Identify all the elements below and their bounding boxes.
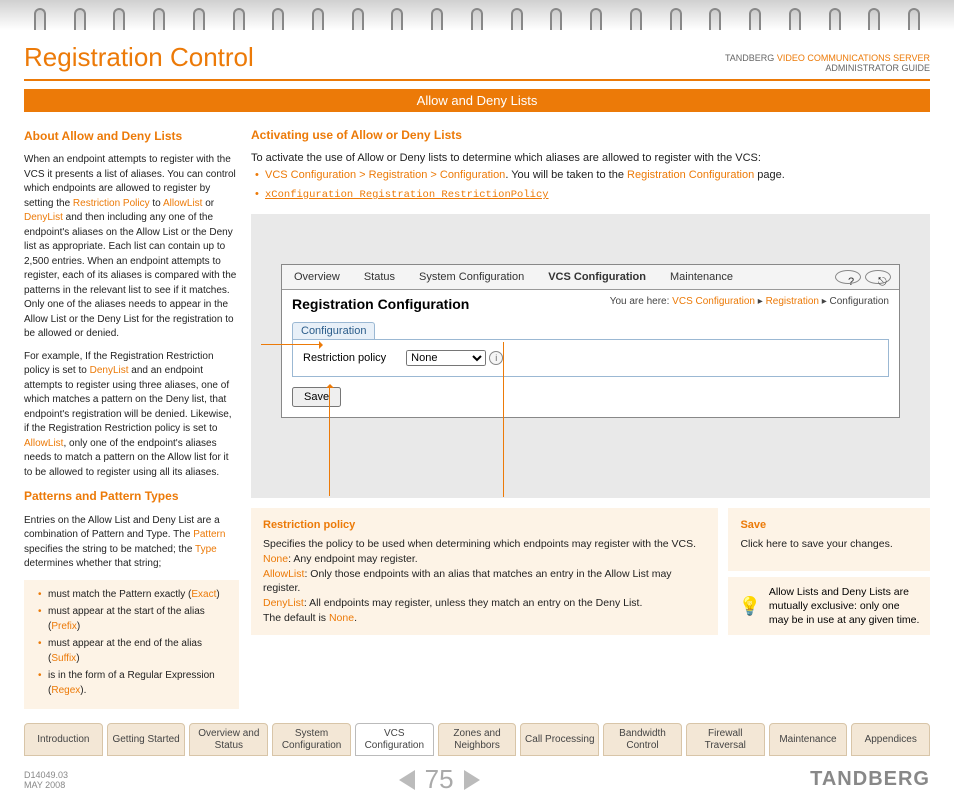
tip-box: 💡 Allow Lists and Deny Lists are mutuall… (728, 577, 930, 636)
brand-block: TANDBERG VIDEO COMMUNICATIONS SERVER ADM… (725, 53, 930, 73)
tab-overview[interactable]: Overview (282, 266, 352, 288)
config-form: Restriction policy None i (292, 339, 889, 377)
callout-save: Save Click here to save your changes. (728, 508, 930, 571)
embedded-screenshot: Overview Status System Configuration VCS… (251, 214, 930, 498)
callout-line (503, 342, 504, 497)
activating-intro: To activate the use of Allow or Deny lis… (251, 150, 930, 167)
about-heading: About Allow and Deny Lists (24, 128, 239, 145)
left-column: About Allow and Deny Lists When an endpo… (24, 122, 239, 709)
header: Registration Control TANDBERG VIDEO COMM… (24, 42, 930, 81)
tab-status[interactable]: Status (352, 266, 407, 288)
page: Registration Control TANDBERG VIDEO COMM… (0, 0, 954, 811)
xconfiguration-link[interactable]: xConfiguration Registration RestrictionP… (265, 189, 549, 201)
activating-heading: Activating use of Allow or Deny Lists (251, 128, 930, 142)
nav-system-config[interactable]: System Configuration (272, 723, 351, 756)
callout-arrow (261, 344, 321, 345)
field-info-icon[interactable]: i (489, 351, 503, 365)
logout-icon[interactable]: ⎋ (865, 270, 891, 284)
about-p2: For example, If the Registration Restric… (24, 350, 239, 481)
app-window: Overview Status System Configuration VCS… (281, 264, 900, 418)
next-page-icon[interactable] (464, 770, 480, 790)
page-title: Registration Control (24, 42, 254, 73)
pager: 75 (399, 764, 480, 795)
about-p1: When an endpoint attempts to register wi… (24, 153, 239, 342)
restriction-policy-select[interactable]: None (406, 350, 486, 366)
restriction-policy-label: Restriction policy (303, 352, 386, 364)
nav-maintenance[interactable]: Maintenance (769, 723, 848, 756)
nav-zones-neighbors[interactable]: Zones and Neighbors (438, 723, 517, 756)
nav-overview-status[interactable]: Overview and Status (189, 723, 268, 756)
help-icons: ? ⎋ (823, 265, 899, 289)
tab-system-config[interactable]: System Configuration (407, 266, 536, 288)
tandberg-logo: TANDBERG (810, 768, 930, 791)
prev-page-icon[interactable] (399, 770, 415, 790)
callout-arrow-save (329, 386, 330, 496)
nav-appendices[interactable]: Appendices (851, 723, 930, 756)
pattern-list: must match the Pattern exactly (Exact) m… (34, 588, 229, 699)
tab-vcs-config[interactable]: VCS Configuration (536, 266, 658, 288)
activating-steps: VCS Configuration > Registration > Confi… (251, 167, 930, 204)
callout-restriction-policy: Restriction policy Specifies the policy … (251, 508, 718, 636)
bottom-nav: Introduction Getting Started Overview an… (0, 709, 954, 760)
tab-maintenance[interactable]: Maintenance (658, 266, 745, 288)
app-page-title: Registration Configuration (292, 296, 469, 312)
footer: D14049.03 MAY 2008 75 TANDBERG (0, 760, 954, 811)
config-subtab[interactable]: Configuration (292, 322, 375, 339)
help-icon[interactable]: ? (835, 270, 861, 284)
patterns-p: Entries on the Allow List and Deny List … (24, 514, 239, 572)
nav-call-processing[interactable]: Call Processing (520, 723, 599, 756)
nav-getting-started[interactable]: Getting Started (107, 723, 186, 756)
nav-vcs-config[interactable]: VCS Configuration (355, 723, 434, 756)
lightbulb-icon: 💡 (738, 594, 760, 618)
spiral-binding (0, 0, 954, 30)
app-tabs: Overview Status System Configuration VCS… (282, 265, 899, 290)
nav-bandwidth[interactable]: Bandwidth Control (603, 723, 682, 756)
page-number: 75 (425, 764, 454, 795)
save-button[interactable]: Save (292, 387, 341, 407)
section-bar: Allow and Deny Lists (24, 89, 930, 112)
nav-firewall[interactable]: Firewall Traversal (686, 723, 765, 756)
doc-info: D14049.03 MAY 2008 (24, 770, 68, 790)
breadcrumb: You are here: VCS Configuration ▸ Regist… (610, 296, 889, 312)
patterns-heading: Patterns and Pattern Types (24, 488, 239, 505)
nav-introduction[interactable]: Introduction (24, 723, 103, 756)
right-column: Activating use of Allow or Deny Lists To… (251, 122, 930, 709)
